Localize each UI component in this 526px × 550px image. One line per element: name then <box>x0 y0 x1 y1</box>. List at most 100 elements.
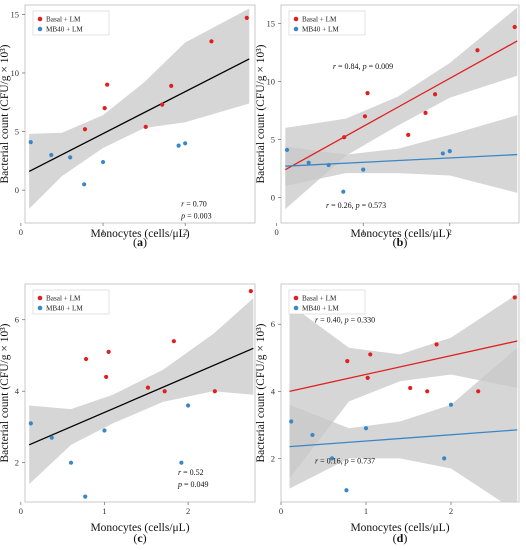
confidence-band-1 <box>289 294 518 479</box>
confidence-band-2 <box>285 115 518 193</box>
regression-line-1 <box>28 347 254 446</box>
data-point <box>361 167 366 172</box>
confidence-band-1 <box>29 8 250 209</box>
data-point <box>442 456 447 461</box>
data-point <box>68 155 73 160</box>
data-point <box>209 39 214 44</box>
data-point <box>145 385 151 390</box>
legend-box <box>32 289 110 315</box>
series-mb40 <box>28 140 188 187</box>
panel-label: (a) <box>133 235 147 249</box>
panel-2: 0 1 2 0 5 10 15 Basal + LM MB40 + LM r = 0.84, p … <box>255 4 520 249</box>
data-point <box>289 419 294 424</box>
confidence-band-1 <box>29 298 254 485</box>
data-point <box>160 102 165 107</box>
data-point <box>344 488 349 493</box>
data-point <box>248 289 253 294</box>
stat-annotation: p = 0.049 <box>177 480 209 489</box>
y-tick-label: 0 <box>15 185 19 195</box>
confidence-bands <box>29 298 254 485</box>
y-tick-label: 15 <box>267 19 276 29</box>
legend-label: MB40 + LM <box>302 305 339 313</box>
x-axis-label: Monocytes (cells/μL) <box>350 228 449 240</box>
data-point <box>176 143 181 148</box>
y-tick-label: 2 <box>271 453 275 463</box>
data-point <box>83 356 89 362</box>
stat-annotation: r = 0.84, p = 0.009 <box>333 62 393 71</box>
y-tick-label: 4 <box>15 386 20 396</box>
x-tick-label: 2 <box>449 506 453 516</box>
legend-marker <box>293 305 299 311</box>
regression-line-1 <box>285 40 518 171</box>
data-point <box>169 83 174 88</box>
confidence-band-1 <box>285 7 518 210</box>
series-mb40 <box>284 147 452 194</box>
y-axis-label: Bacterial count (CFU/g × 10³) <box>0 323 11 462</box>
data-point <box>326 162 331 168</box>
data-point <box>512 24 517 30</box>
data-point <box>83 494 88 499</box>
data-point <box>365 91 370 96</box>
x-tick-label: 0 <box>19 506 23 516</box>
y-tick-label: 10 <box>267 77 276 87</box>
data-point <box>179 460 184 465</box>
data-point <box>423 110 428 115</box>
y-tick-label: 6 <box>271 319 275 329</box>
y-tick-label: 2 <box>15 458 19 468</box>
data-point <box>440 151 445 156</box>
confidence-band-2 <box>289 347 518 502</box>
stat-annotation: r = 0.16, p = 0.737 <box>315 456 375 465</box>
y-tick-label: 5 <box>15 127 19 137</box>
y-axis-label: Bacterial count (CFU/g × 10³) <box>0 44 11 183</box>
x-tick-label: 2 <box>448 227 452 237</box>
panel-4: 0 1 2 2 4 6 Basal + LM MB40 + LM r = 0.40, p = 0… <box>255 283 520 545</box>
regression-line-2 <box>289 429 518 448</box>
x-tick-label: 0 <box>19 227 23 237</box>
legend-label: Basal + LM <box>46 16 81 24</box>
stat-annotation: r = 0.26, p = 0.573 <box>326 201 386 210</box>
data-point <box>368 352 373 357</box>
data-point <box>329 456 335 461</box>
y-tick-label: 15 <box>11 9 20 19</box>
legend-marker <box>293 295 299 301</box>
data-point <box>284 147 290 153</box>
x-tick-label: 1 <box>364 506 368 516</box>
y-tick-label: 0 <box>271 192 275 202</box>
legend-marker <box>293 16 299 22</box>
stat-annotation: r = 0.40, p = 0.330 <box>315 316 375 325</box>
legend-label: MB40 + LM <box>46 26 83 34</box>
legend-marker <box>37 295 43 301</box>
data-point <box>447 149 452 154</box>
x-tick-label: 2 <box>183 227 187 237</box>
data-point <box>49 435 54 440</box>
x-tick-label: 1 <box>101 227 105 237</box>
panel-label: (d) <box>393 531 408 545</box>
stat-annotation: p = 0.003 <box>180 211 212 220</box>
data-point <box>82 182 87 187</box>
data-point <box>143 124 148 129</box>
data-point <box>244 15 249 20</box>
legend: Basal + LM MB40 + LM <box>288 10 366 36</box>
series-basal <box>342 24 517 140</box>
data-point <box>425 389 430 394</box>
data-point <box>212 389 217 394</box>
legend-label: MB40 + LM <box>46 305 83 313</box>
x-axis-label: Monocytes (cells/μL) <box>350 522 449 534</box>
data-point <box>475 48 480 53</box>
data-point <box>49 152 54 158</box>
data-point <box>82 127 88 132</box>
legend: Basal + LM MB40 + LM <box>32 10 110 36</box>
panel-1: 0 1 2 0 5 10 15 Basal + LM MB40 + LM r = 0.70 p = … <box>0 4 256 249</box>
y-tick-label: 5 <box>271 135 275 145</box>
data-point <box>406 132 411 137</box>
legend-box <box>288 289 366 315</box>
legend-marker <box>37 26 43 32</box>
data-point <box>408 385 413 391</box>
data-point <box>362 114 368 119</box>
legend: Basal + LM MB40 + LM <box>32 289 110 315</box>
data-point <box>102 106 107 111</box>
y-tick-label: 4 <box>271 386 276 396</box>
y-tick-label: 10 <box>11 68 20 78</box>
data-point <box>183 141 188 146</box>
series-basal <box>83 289 253 394</box>
